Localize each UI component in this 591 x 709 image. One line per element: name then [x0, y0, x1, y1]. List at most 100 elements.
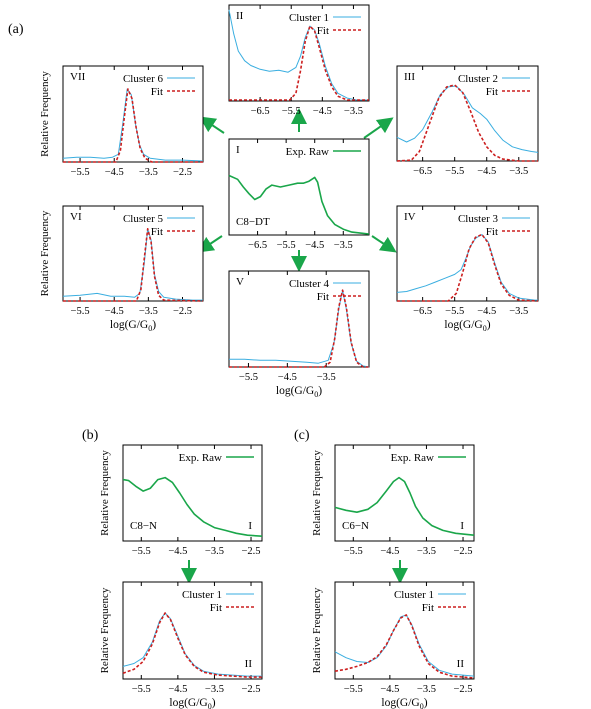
- panel-numeral: VI: [70, 211, 82, 223]
- x-tick-label: −6.5: [413, 166, 432, 177]
- panel-numeral: II: [236, 10, 244, 22]
- x-tick-label: −2.5: [454, 684, 473, 695]
- series-line-fit: [122, 612, 262, 678]
- arrow-to-IV: [371, 235, 397, 253]
- legend-label: Cluster 2: [458, 73, 498, 85]
- plot-frame: [62, 205, 204, 302]
- legend-label: Fit: [317, 291, 329, 303]
- panel-numeral: II: [245, 658, 253, 670]
- legend-label: Exp. Raw: [286, 146, 329, 158]
- panel-numeral: IV: [404, 211, 416, 223]
- panel-label-c: (c): [294, 428, 310, 443]
- panel-numeral: I: [248, 520, 252, 532]
- y-axis-label: Relative Frequency: [99, 450, 111, 536]
- series-line-cluster: [396, 85, 539, 153]
- panel-label-b: (b): [82, 428, 99, 443]
- panel-label-a: (a): [8, 22, 24, 37]
- x-tick-label: −5.5: [239, 372, 258, 383]
- x-tick-label: −3.5: [417, 684, 436, 695]
- x-axis-label: log(G/G0): [169, 697, 215, 709]
- legend-label: Exp. Raw: [179, 452, 222, 464]
- y-axis-label: Relative Frequency: [311, 587, 323, 673]
- panel-numeral: III: [404, 71, 415, 83]
- x-tick-label: −5.5: [445, 306, 464, 317]
- x-tick-label: −4.5: [380, 546, 399, 557]
- x-tick-label: −5.5: [132, 684, 151, 695]
- x-tick-label: −6.5: [248, 240, 267, 251]
- x-tick-label: −5.5: [344, 684, 363, 695]
- legend-label: Fit: [151, 86, 163, 98]
- x-tick-label: −5.5: [445, 166, 464, 177]
- x-axis-label: log(G/G0): [381, 697, 427, 709]
- series-line-cluster: [334, 614, 475, 677]
- y-axis-label: Relative Frequency: [39, 210, 51, 296]
- y-axis-label: Relative Frequency: [99, 587, 111, 673]
- chart-b-I: −5.5 −4.5 −3.5 −2.5 Exp. Raw I C8−N Relative Fr…: [99, 444, 263, 557]
- series-line-fit: [396, 84, 538, 162]
- arrow-to-III: [363, 117, 394, 139]
- x-tick-label: −4.5: [105, 167, 124, 178]
- x-tick-label: −5.5: [344, 546, 363, 557]
- legend-label: Fit: [486, 226, 498, 238]
- legend-label: Cluster 5: [123, 213, 164, 225]
- plot-frame: [334, 444, 475, 542]
- panel-numeral: I: [236, 144, 240, 156]
- legend-label: Cluster 3: [458, 213, 499, 225]
- x-tick-label: −3.5: [509, 166, 528, 177]
- legend-label: Cluster 4: [289, 278, 330, 290]
- plot-frame: [62, 65, 204, 163]
- x-tick-label: −6.5: [413, 306, 432, 317]
- x-tick-label: −2.5: [242, 546, 261, 557]
- x-tick-label: −3.5: [139, 306, 158, 317]
- series-line-exp: [228, 174, 370, 235]
- chart-a-I: −6.5 −5.5 −4.5 −3.5 Exp. Raw I C8−DT: [228, 138, 370, 251]
- x-tick-label: −3.5: [417, 546, 436, 557]
- x-tick-label: −5.5: [282, 106, 301, 117]
- plot-frame: [122, 444, 263, 542]
- x-tick-label: −4.5: [168, 684, 187, 695]
- x-tick-label: −3.5: [139, 167, 158, 178]
- plot-frame: [396, 65, 539, 162]
- molecule-label: C8−DT: [236, 216, 270, 228]
- x-tick-label: −3.5: [334, 240, 353, 251]
- plot-frame: [334, 581, 475, 680]
- x-tick-label: −4.5: [477, 166, 496, 177]
- legend-label: Fit: [151, 226, 163, 238]
- arrow-to-VI: [197, 235, 223, 253]
- x-tick-label: −4.5: [168, 546, 187, 557]
- series-line-cluster: [228, 9, 369, 101]
- series-line-exp: [122, 476, 263, 537]
- series-line-fit: [334, 614, 475, 679]
- molecule-label: C6−N: [342, 520, 369, 532]
- x-tick-label: −2.5: [173, 306, 192, 317]
- legend-label: Cluster 1: [182, 589, 222, 601]
- x-tick-label: −2.5: [242, 684, 261, 695]
- legend-label: Fit: [422, 602, 434, 614]
- x-axis-label: log(G/G0): [110, 319, 156, 333]
- legend-label: Cluster 1: [394, 589, 434, 601]
- panel-numeral: VII: [70, 71, 86, 83]
- x-tick-label: −4.5: [380, 684, 399, 695]
- x-tick-label: −4.5: [278, 372, 297, 383]
- flow-arrows: [181, 108, 408, 584]
- legend-label: Fit: [486, 86, 498, 98]
- x-tick-label: −2.5: [173, 167, 192, 178]
- legend-label: Cluster 1: [289, 12, 329, 24]
- legend-label: Cluster 6: [123, 73, 164, 85]
- x-tick-label: −3.5: [205, 546, 224, 557]
- x-tick-label: −5.5: [277, 240, 296, 251]
- series-line-fit: [397, 233, 539, 302]
- x-tick-label: −3.5: [509, 306, 528, 317]
- x-tick-label: −6.5: [251, 106, 270, 117]
- x-tick-label: −2.5: [454, 546, 473, 557]
- series-line-cluster: [229, 289, 370, 368]
- panel-numeral: II: [457, 658, 465, 670]
- arrow-to-VII: [199, 116, 225, 134]
- x-tick-label: −4.5: [477, 306, 496, 317]
- x-axis-label: log(G/G0): [276, 385, 322, 399]
